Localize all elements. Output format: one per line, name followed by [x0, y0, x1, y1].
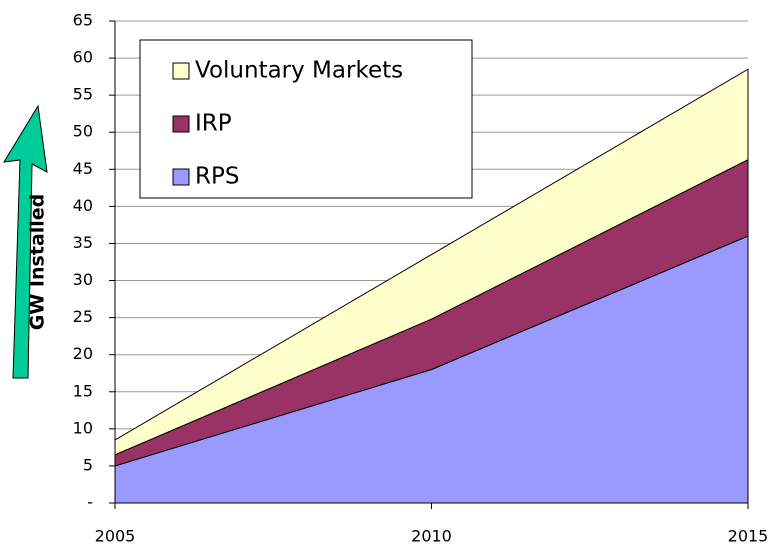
legend-label: RPS: [195, 164, 239, 190]
y-tick-label: 25: [73, 307, 93, 326]
x-tick-label: 2015: [728, 527, 769, 546]
y-tick-label: 40: [73, 196, 93, 215]
y-axis-label: GW Installed: [27, 194, 49, 331]
x-tick-label: 2005: [95, 527, 136, 546]
y-tick-label: 20: [73, 344, 93, 363]
y-tick-label: 50: [73, 122, 93, 141]
y-tick-label: 35: [73, 233, 93, 252]
y-tick-label: 5: [83, 455, 93, 474]
legend-label: Voluntary Markets: [195, 58, 403, 84]
y-tick-label: 30: [73, 270, 93, 289]
legend-swatch: [172, 62, 190, 80]
y-tick-label: 10: [73, 418, 93, 437]
x-tick-label: 2010: [411, 527, 452, 546]
y-tick-label: 65: [73, 11, 93, 30]
y-tick-label: 55: [73, 85, 93, 104]
legend: Voluntary Markets IRP RPS: [139, 39, 473, 199]
y-tick-label: -: [87, 493, 93, 512]
y-tick-label: 15: [73, 381, 93, 400]
y-tick-label: 60: [73, 48, 93, 67]
legend-label: IRP: [195, 111, 232, 137]
legend-box: [139, 39, 473, 199]
legend-swatch: [172, 115, 190, 133]
arrow-decoration: [3, 104, 48, 379]
legend-swatch: [172, 168, 190, 186]
y-tick-label: 45: [73, 159, 93, 178]
